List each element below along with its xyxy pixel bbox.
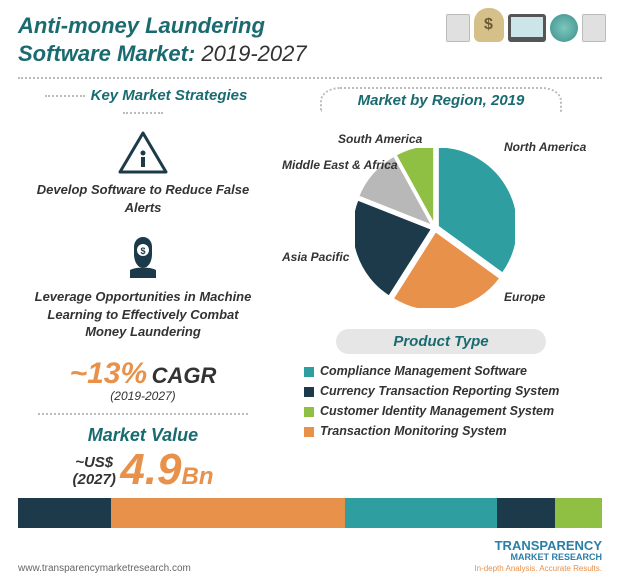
cagr-block: ~13% CAGR (18, 357, 268, 391)
title-line-1: Anti-money Laundering (18, 13, 265, 38)
pie-chart: North AmericaEuropeAsia PacificMiddle Ea… (280, 118, 580, 323)
globe-icon (550, 14, 578, 42)
pie-label: North America (504, 140, 586, 154)
header-decor (446, 8, 606, 42)
region-heading: Market by Region, 2019 (320, 87, 562, 112)
legend-item: Transaction Monitoring System (304, 424, 602, 438)
cagr-period: (2019-2027) (18, 389, 268, 403)
bar-segment (555, 498, 602, 528)
svg-text:$: $ (140, 246, 145, 256)
bar-segment (497, 498, 555, 528)
legend-item: Customer Identity Management System (304, 404, 602, 418)
bar-segment (18, 498, 111, 528)
money-bag-icon (474, 8, 504, 42)
mv-year: (2027) (73, 471, 116, 488)
cagr-label: CAGR (152, 363, 217, 388)
alert-icon (118, 131, 168, 175)
divider-short (38, 413, 248, 415)
footer-url: www.transparencymarketresearch.com (18, 563, 191, 574)
legend-item: Currency Transaction Reporting System (304, 384, 602, 398)
pie-label: South America (338, 132, 422, 146)
left-column: Key Market Strategies Develop Software t… (18, 87, 268, 492)
bar-segment (345, 498, 497, 528)
footer-tagline: In-depth Analysis. Accurate Results. (474, 564, 602, 573)
strategy-1: Develop Software to Reduce False Alerts (28, 181, 258, 216)
strategies-heading: Key Market Strategies (18, 87, 268, 121)
clipboard-icon (446, 14, 470, 42)
mv-us: ~US$ (75, 454, 113, 471)
pie-label: Middle East & Africa (282, 158, 398, 172)
cagr-value: ~13% (70, 357, 148, 390)
money-hand-icon: $ (118, 232, 168, 282)
title-line-2: Software Market: (18, 41, 195, 66)
mv-unit: Bn (181, 463, 213, 490)
divider (18, 77, 602, 79)
strategy-2: Leverage Opportunities in Machine Learni… (28, 288, 258, 341)
right-column: Market by Region, 2019 North America Euro… (280, 87, 602, 492)
market-value-row: ~US$ (2027) 4.9Bn (18, 448, 268, 492)
footer-brand: TRANSPARENCY (495, 538, 602, 553)
footer: www.transparencymarketresearch.com TRANS… (18, 539, 602, 575)
title-years: 2019-2027 (201, 41, 306, 66)
mv-prefix: ~US$ (2027) (73, 455, 116, 488)
footer-brand2: MARKET RESEARCH (510, 552, 602, 562)
legend: Compliance Management Software Currency T… (280, 364, 602, 438)
bar-segment (111, 498, 345, 528)
laptop-icon (508, 14, 546, 42)
pie-svg (355, 148, 515, 308)
footer-logo: TRANSPARENCY MARKET RESEARCH In-depth An… (474, 539, 602, 575)
market-value-heading: Market Value (18, 425, 268, 446)
pie-label: Asia Pacific (282, 250, 349, 264)
pie-label: Europe (504, 290, 545, 304)
books-icon (582, 14, 606, 42)
legend-item: Compliance Management Software (304, 364, 602, 378)
mv-value: 4.9 (120, 445, 181, 494)
product-type-bar (18, 498, 602, 528)
product-type-heading: Product Type (336, 329, 545, 354)
